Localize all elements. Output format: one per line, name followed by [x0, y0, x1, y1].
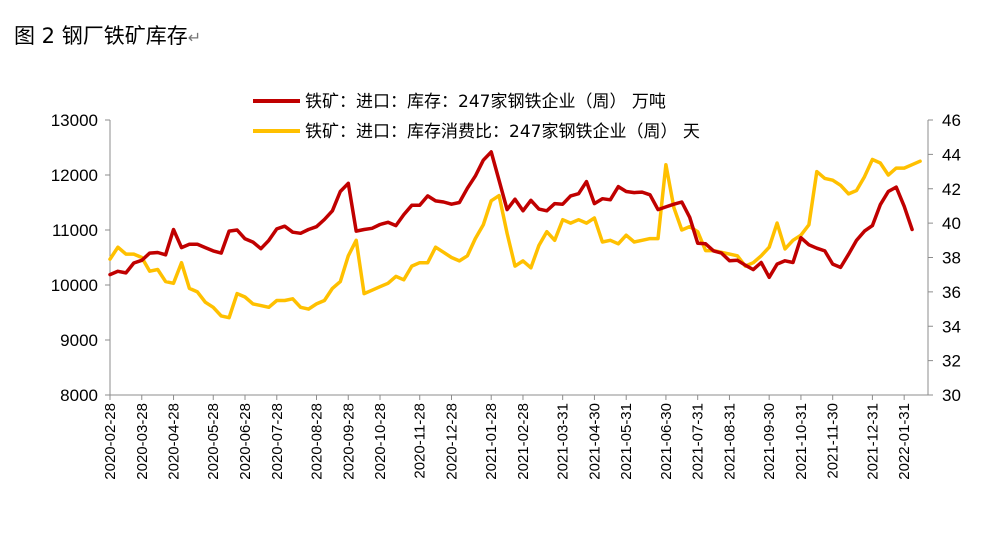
series-lines [108, 150, 922, 320]
left-y-tick-label: 12000 [51, 166, 98, 185]
x-tick-label: 2021-04-30 [586, 403, 603, 480]
x-tick-label: 2021-01-28 [483, 403, 500, 480]
figure-title: 图 2 钢厂铁矿库存↵ [14, 20, 201, 50]
x-tick-label: 2020-09-28 [340, 403, 357, 480]
left-y-tick-label: 9000 [60, 331, 98, 350]
left-y-tick-label: 8000 [60, 386, 98, 405]
x-axis-ticks: 2020-02-28 2020-03-28 2020-04-28 2020-05-28… [102, 395, 913, 480]
right-y-tick-label: 36 [942, 283, 961, 302]
right-y-tick-label: 40 [942, 214, 961, 233]
x-tick-label: 2020-03-28 [134, 403, 151, 480]
x-tick-label: 2020-05-28 [205, 403, 222, 480]
x-tick-label: 2021-11-30 [825, 403, 842, 479]
x-tick-label: 2021-10-31 [793, 403, 810, 480]
paragraph-mark-icon: ↵ [187, 28, 202, 47]
legend-label: 铁矿：进口：库存消费比：247家钢铁企业（周） 天 [305, 122, 700, 142]
x-tick-label: 2020-08-28 [308, 403, 325, 480]
x-tick-label: 2020-10-28 [372, 403, 389, 480]
x-tick-label: 2021-02-28 [515, 403, 532, 480]
right-y-tick-label: 34 [942, 317, 961, 336]
left-y-tick-label: 11000 [52, 221, 98, 240]
x-tick-label: 2020-04-28 [166, 403, 183, 480]
x-tick-label: 2021-07-31 [690, 403, 707, 480]
x-tick-label: 2020-07-28 [269, 403, 286, 480]
x-tick-label: 2020-06-28 [237, 403, 254, 480]
x-tick-label: 2021-09-30 [761, 403, 778, 480]
legend: 铁矿：进口：库存：247家钢铁企业（周） 万吨铁矿：进口：库存消费比：247家钢… [253, 92, 700, 142]
right-y-tick-label: 44 [942, 145, 961, 164]
right-y-tick-label: 42 [942, 180, 961, 199]
x-tick-label: 2021-12-31 [864, 403, 881, 480]
legend-label: 铁矿：进口：库存：247家钢铁企业（周） 万吨 [305, 92, 666, 112]
x-tick-label: 2021-03-31 [555, 403, 572, 480]
figure-title-text: 图 2 钢厂铁矿库存 [14, 24, 188, 48]
right-y-tick-label: 30 [942, 386, 961, 405]
series-line-inventory [108, 150, 914, 280]
x-tick-label: 2020-12-28 [443, 403, 460, 480]
left-y-tick-label: 13000 [51, 111, 98, 130]
right-y-tick-label: 38 [942, 249, 961, 268]
x-tick-label: 2020-02-28 [102, 403, 119, 480]
x-tick-label: 2020-11-28 [412, 403, 429, 479]
right-y-axis-ticks: 30 32 34 36 38 40 42 44 46 [928, 111, 961, 405]
x-tick-label: 2021-05-31 [618, 403, 635, 480]
right-y-tick-label: 46 [942, 111, 961, 130]
axes [109, 120, 929, 396]
left-y-axis-ticks: 8000 9000 10000 11000 12000 13000 [51, 111, 110, 405]
x-tick-label: 2022-01-31 [896, 403, 913, 480]
right-y-tick-label: 32 [942, 352, 961, 371]
x-tick-label: 2021-06-30 [658, 403, 675, 480]
series-line-consumption-ratio [108, 157, 922, 320]
x-tick-label: 2021-08-31 [721, 403, 738, 480]
left-y-tick-label: 10000 [51, 276, 98, 295]
